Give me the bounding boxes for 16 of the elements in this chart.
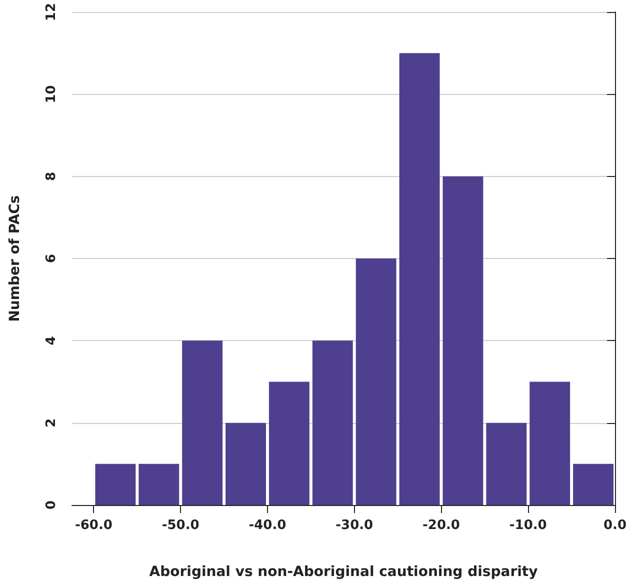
y-tick-label: 0 [44, 500, 59, 510]
x-tick-label: -10.0 [509, 518, 547, 533]
y-tick-label: 8 [44, 172, 59, 181]
x-tick-label: -20.0 [422, 518, 460, 533]
y-tick-label: 6 [44, 254, 59, 264]
x-tick-label: 0.0 [603, 518, 627, 533]
x-tick-label: -60.0 [74, 518, 112, 533]
x-tick-label: -30.0 [336, 518, 374, 533]
y-axis-title: Number of PACs [7, 195, 23, 322]
x-axis-title: Aboriginal vs non-Aboriginal cautioning disparity [149, 564, 538, 580]
x-tick-label: -50.0 [162, 518, 200, 533]
y-tick-label: 4 [44, 336, 59, 346]
y-tick-label: 2 [44, 418, 59, 428]
x-tick-label: -40.0 [248, 518, 286, 533]
y-tick-label: 10 [44, 85, 59, 104]
y-tick-label: 12 [44, 3, 59, 22]
